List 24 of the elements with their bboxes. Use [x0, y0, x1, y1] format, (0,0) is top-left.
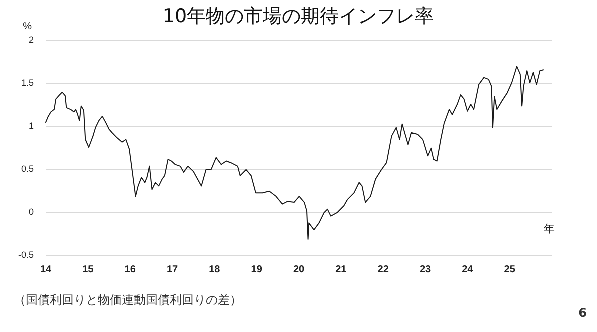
x-tick-label: 24 — [462, 264, 474, 276]
x-tick-label: 20 — [293, 264, 305, 276]
y-tick-label: 1.5 — [21, 78, 34, 88]
y-tick-label: 0 — [28, 207, 34, 217]
y-axis-title: % — [23, 22, 32, 32]
y-tick-label: 0.5 — [21, 164, 34, 174]
line-series — [46, 66, 544, 240]
x-tick-label: 25 — [504, 264, 516, 276]
x-tick-label: 18 — [209, 264, 221, 276]
x-tick-label: 15 — [82, 264, 94, 276]
x-axis-title: 年 — [544, 224, 555, 236]
x-tick-label: 17 — [166, 264, 178, 276]
x-tick-label: 14 — [40, 264, 52, 276]
x-tick-label: 22 — [378, 264, 390, 276]
x-tick-label: 16 — [124, 264, 136, 276]
x-tick-label: 21 — [336, 264, 348, 276]
text: 6 — [578, 306, 587, 320]
text: （国債利回りと物価連動国債利回りの差） — [14, 292, 242, 309]
x-tick-label: 23 — [420, 264, 432, 276]
y-tick-label: 1 — [28, 121, 34, 131]
x-tick-label: 19 — [251, 264, 263, 276]
y-tick-label: -0.5 — [18, 250, 34, 260]
chart-title: 10年物の市場の期待インフレ率 — [162, 6, 434, 28]
y-tick-label: 2 — [28, 35, 34, 45]
